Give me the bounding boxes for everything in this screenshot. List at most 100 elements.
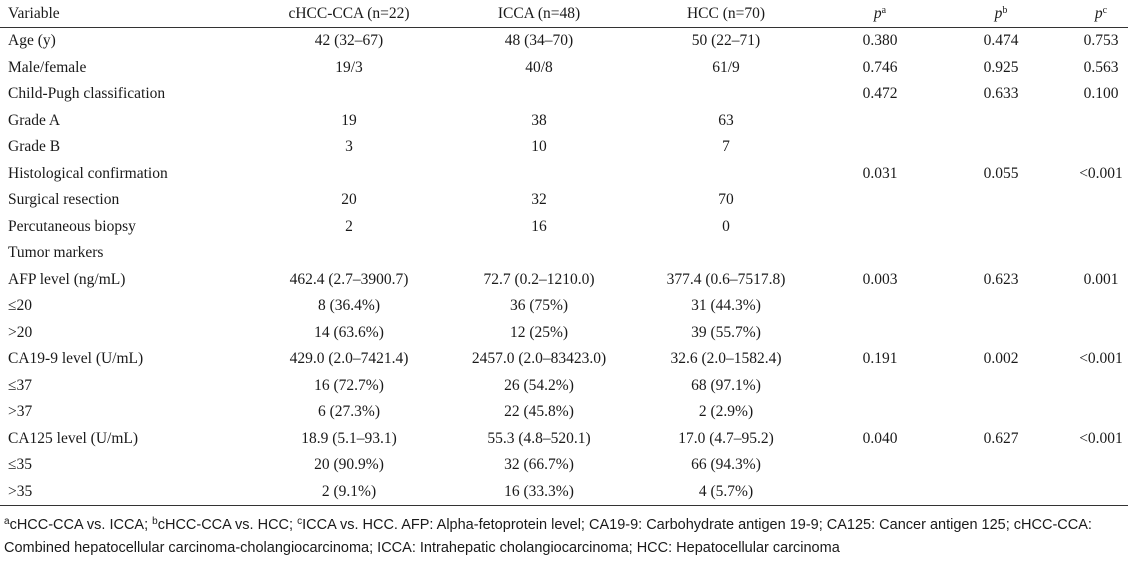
cell-variable: ≤35 <box>8 456 33 473</box>
p-superscript: b <box>1002 5 1008 16</box>
footnote-text: cHCC-CCA vs. ICCA; <box>9 517 153 533</box>
cell-p-a: 0.040 <box>862 429 898 447</box>
cell-hcc: 66 (94.3%) <box>691 456 761 473</box>
table-row: AFP level (ng/mL) 462.4 (2.7–3900.7) 72.7 … <box>0 267 1128 294</box>
cell-p-c <box>1066 240 1128 267</box>
cell-p-c: <0.001 <box>1079 164 1123 182</box>
p-symbol: p <box>873 5 882 22</box>
cell-variable: CA125 level (U/mL) <box>8 429 139 447</box>
cell-p-b: 0.055 <box>983 164 1019 182</box>
header-cell-icca: ICCA (n=48) <box>497 5 581 22</box>
cell-hcc: 31 (44.3%) <box>691 297 761 314</box>
header-row: Variable cHCC-CCA (n=22) ICCA (n=48) HCC… <box>0 0 1128 28</box>
cell-chcc-cca: 462.4 (2.7–3900.7) <box>289 270 409 288</box>
cell-chcc-cca: 6 (27.3%) <box>318 403 380 420</box>
cell-hcc: 2 (2.9%) <box>698 403 754 420</box>
cell-icca: 16 <box>531 217 547 235</box>
cell-chcc-cca: 19/3 <box>335 58 363 76</box>
cell-icca: 16 (33.3%) <box>504 482 574 500</box>
cell-p-b: 0.925 <box>983 58 1019 76</box>
cell-icca <box>450 161 628 188</box>
table-body: Age (y) 42 (32–67) 48 (34–70) 50 (22–71) 0.3… <box>0 28 1128 506</box>
cell-p-c <box>1066 108 1128 135</box>
cell-p-b <box>936 373 1066 400</box>
table-row: >35 2 (9.1%) 16 (33.3%) 4 (5.7%) <box>0 479 1128 506</box>
cell-icca: 48 (34–70) <box>504 32 574 49</box>
cell-variable: Grade B <box>8 138 61 155</box>
cell-p-a: 0.746 <box>862 58 898 76</box>
cell-p-c: <0.001 <box>1079 429 1123 447</box>
cell-p-b <box>936 293 1066 320</box>
footnote-text: cHCC-CCA vs. HCC; <box>157 517 298 533</box>
cell-icca: 36 (75%) <box>509 297 569 314</box>
cell-variable: Age (y) <box>8 32 56 49</box>
cell-variable: >35 <box>8 482 33 500</box>
cell-p-c <box>1066 187 1128 214</box>
cell-p-c <box>1066 399 1128 426</box>
table-row: Percutaneous biopsy 2 16 0 <box>0 214 1128 241</box>
cell-hcc: 68 (97.1%) <box>691 376 761 394</box>
cell-p-c <box>1066 134 1128 161</box>
p-superscript: c <box>1102 5 1108 16</box>
cell-p-a <box>824 134 936 161</box>
cell-icca: 72.7 (0.2–1210.0) <box>483 270 595 288</box>
cell-variable: Surgical resection <box>8 191 120 208</box>
cell-chcc-cca: 2 <box>345 217 353 235</box>
comparison-table: Variable cHCC-CCA (n=22) ICCA (n=48) HCC… <box>0 0 1128 506</box>
table-row: >20 14 (63.6%) 12 (25%) 39 (55.7%) <box>0 320 1128 347</box>
table-row: ≤37 16 (72.7%) 26 (54.2%) 68 (97.1%) <box>0 373 1128 400</box>
cell-p-a <box>824 452 936 479</box>
cell-chcc-cca: 20 <box>341 191 357 208</box>
cell-p-b <box>936 320 1066 347</box>
table-row: ≤35 20 (90.9%) 32 (66.7%) 66 (94.3%) <box>0 452 1128 479</box>
cell-hcc <box>628 81 824 108</box>
cell-p-a: 0.472 <box>862 85 898 102</box>
cell-p-b <box>936 240 1066 267</box>
cell-hcc <box>628 161 824 188</box>
cell-chcc-cca: 16 (72.7%) <box>314 376 384 394</box>
cell-p-c <box>1066 214 1128 241</box>
table-row: Grade A 19 38 63 <box>0 108 1128 135</box>
cell-icca: 12 (25%) <box>509 323 569 341</box>
cell-chcc-cca: 18.9 (5.1–93.1) <box>301 429 397 447</box>
cell-p-a <box>824 214 936 241</box>
cell-p-a: 0.191 <box>862 350 898 367</box>
cell-p-b <box>936 134 1066 161</box>
cell-icca <box>450 240 628 267</box>
cell-variable: ≤37 <box>8 376 33 394</box>
header-cell-p-a: pa <box>824 0 936 28</box>
cell-chcc-cca: 8 (36.4%) <box>318 297 380 314</box>
cell-p-b <box>936 479 1066 506</box>
cell-hcc: 32.6 (2.0–1582.4) <box>670 350 782 367</box>
cell-icca: 26 (54.2%) <box>504 376 574 394</box>
footnote-superscript: b <box>152 516 158 527</box>
cell-p-a <box>824 108 936 135</box>
table-row: CA19-9 level (U/mL) 429.0 (2.0–7421.4) 245… <box>0 346 1128 373</box>
cell-hcc <box>628 240 824 267</box>
cell-p-b: 0.633 <box>983 85 1019 102</box>
cell-p-b: 0.623 <box>983 270 1019 288</box>
cell-icca: 38 <box>531 111 547 129</box>
cell-hcc: 39 (55.7%) <box>691 323 761 341</box>
cell-variable: Histological confirmation <box>8 164 168 182</box>
header-cell-chcc-cca: cHCC-CCA (n=22) <box>288 5 410 22</box>
table-row: Child-Pugh classification 0.472 0.633 0.100 <box>0 81 1128 108</box>
footnote-superscript: a <box>4 516 10 527</box>
cell-chcc-cca: 42 (32–67) <box>314 32 384 49</box>
cell-icca: 32 <box>531 191 547 208</box>
cell-p-a <box>824 293 936 320</box>
cell-p-b <box>936 108 1066 135</box>
cell-p-a <box>824 479 936 506</box>
cell-icca: 32 (66.7%) <box>504 456 574 473</box>
cell-p-c <box>1066 479 1128 506</box>
table-header: Variable cHCC-CCA (n=22) ICCA (n=48) HCC… <box>0 0 1128 28</box>
cell-variable: >20 <box>8 323 33 341</box>
cell-icca <box>450 81 628 108</box>
cell-p-c: 0.100 <box>1083 85 1119 102</box>
table-row: ≤20 8 (36.4%) 36 (75%) 31 (44.3%) <box>0 293 1128 320</box>
cell-hcc: 50 (22–71) <box>691 32 761 49</box>
header-cell-variable: Variable <box>8 5 60 22</box>
cell-p-b <box>936 452 1066 479</box>
cell-p-c <box>1066 293 1128 320</box>
table-row: Surgical resection 20 32 70 <box>0 187 1128 214</box>
